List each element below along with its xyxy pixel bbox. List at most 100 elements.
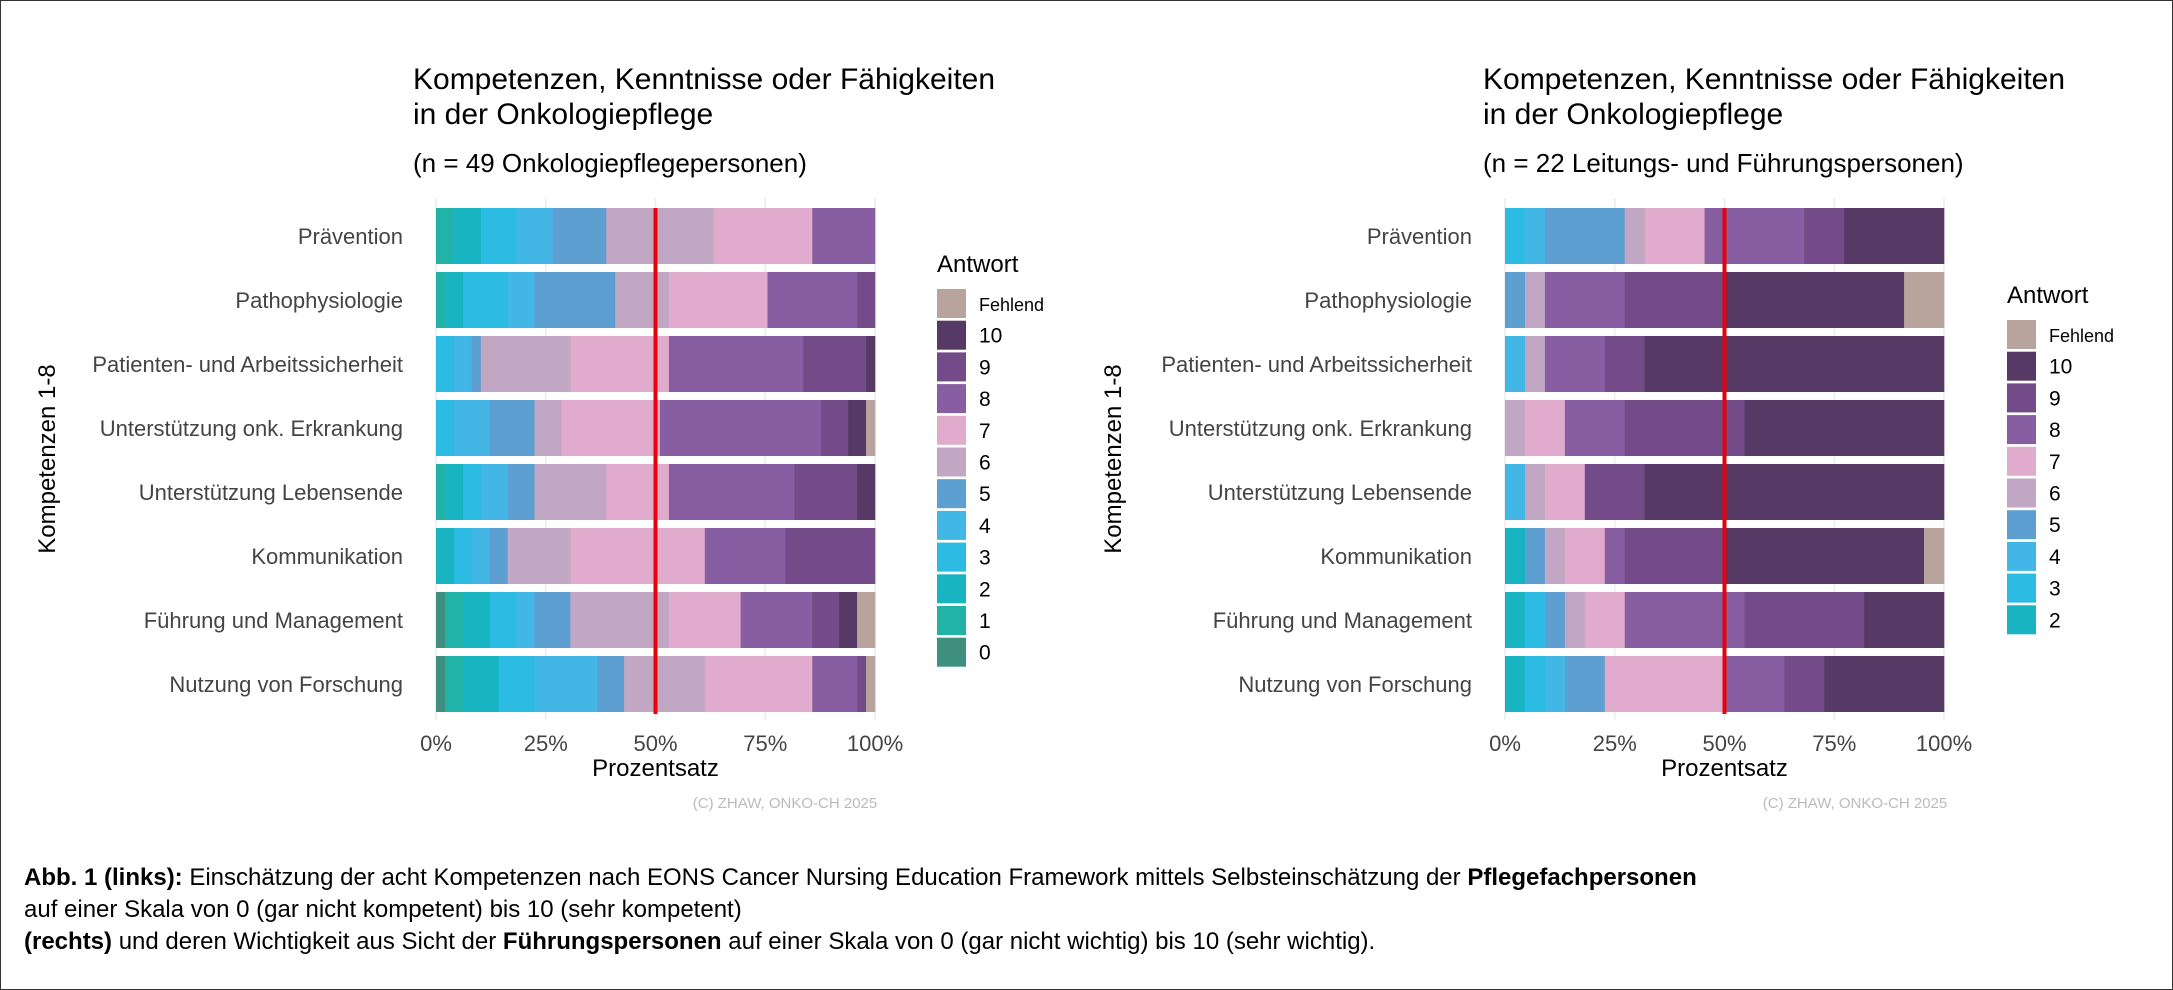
bar-segment-2 [1505,528,1526,584]
caption-bold-label: Abb. 1 (links): [24,864,183,891]
bar-segment-6 [534,400,562,456]
bar-segment-9 [857,656,867,712]
legend-swatch-10 [937,320,966,350]
legend-label: 3 [2049,578,2061,601]
caption-line-1: Abb. 1 (links): Einschätzung der acht Ko… [24,862,1697,894]
bar-segment-8 [767,272,858,328]
bar-segment-6 [1564,592,1586,648]
bar-segment-5 [489,400,535,456]
legend-label: 8 [2049,419,2061,442]
legend-label: 7 [2049,451,2061,474]
bar-segment-7 [606,464,670,520]
bar-segment-5 [534,272,616,328]
x-tick-label: 75% [743,731,787,756]
bar-segment-10 [866,336,876,392]
legend-swatch-2 [937,574,966,604]
bar-segment-6 [480,336,571,392]
bar-segment-8 [812,656,858,712]
legend-label: 9 [2049,387,2061,410]
legend-swatch-4 [937,510,966,540]
bar-segment-7 [704,656,813,712]
category-label: Patienten- und Arbeitssicherheit [1161,352,1472,377]
category-label: Nutzung von Forschung [1238,672,1472,697]
bar-segment-8 [668,464,795,520]
bar-segment-10 [1644,336,1945,392]
x-tick-label: 0% [420,731,452,756]
bar-segment-fehlend [1904,272,1945,328]
bar-segment-7 [1524,400,1566,456]
bar-segment-3 [1524,592,1546,648]
bar-segment-7 [668,272,768,328]
bar-segment-4 [1544,656,1566,712]
legend-label: Fehlend [979,295,1044,315]
legend-swatch-7 [937,415,966,445]
bar-segment-10 [1724,528,1925,584]
bar-segment-4 [471,528,491,584]
bar-segment-8 [1544,336,1606,392]
bar-segment-1 [436,272,446,328]
caption-text: auf einer Skala von 0 (gar nicht wichtig… [721,928,1376,955]
legend-label: 10 [2049,356,2072,379]
bar-segment-2 [462,656,500,712]
bar-segment-7 [1644,208,1705,264]
legend-title: Antwort [937,251,1019,278]
bar-segment-6 [1524,464,1546,520]
legend-label: 4 [2049,546,2061,569]
bar-segment-1 [436,208,455,264]
legend-label: 5 [979,483,991,506]
bar-segment-8 [704,528,786,584]
legend-label: 0 [979,642,991,665]
category-label: Kommunikation [1320,544,1472,569]
bar-segment-1 [444,592,464,648]
bar-segment-8 [659,400,822,456]
legend-swatch-8 [937,384,966,414]
legend-swatch-3 [937,542,966,572]
bar-segment-2 [444,464,464,520]
x-tick-label: 0% [1489,731,1521,756]
bar-segment-3 [436,336,455,392]
bar-segment-8 [1544,272,1626,328]
bar-segment-2 [462,592,491,648]
bar-segment-10 [1644,464,1945,520]
bar-segment-9 [803,336,867,392]
bar-segment-3 [1505,208,1526,264]
bar-segment-8 [668,336,804,392]
bar-segment-5 [1564,656,1606,712]
left-title-line1: Kompetenzen, Kenntnisse oder Fähigkeiten [413,63,996,96]
bar-segment-7 [570,336,670,392]
legend-swatch-3 [2007,573,2036,603]
legend-label: 2 [2049,609,2061,632]
bar-segment-10 [1864,592,1945,648]
bar-segment-6 [1544,528,1566,584]
bar-segment-7 [1564,528,1606,584]
bar-segment-8 [1704,208,1805,264]
caption-line-3: (rechts) und deren Wichtigkeit aus Sicht… [24,926,1697,958]
bar-segment-fehlend [1924,528,1945,584]
x-tick-label: 25% [1593,731,1637,756]
bar-segment-4 [1505,464,1526,520]
x-tick-label: 50% [1702,731,1746,756]
figure-caption: Abb. 1 (links): Einschätzung der acht Ko… [24,862,1697,958]
copyright-note: (C) ZHAW, ONKO-CH 2025 [693,795,877,812]
bar-segment-10 [857,464,876,520]
legend-swatch-7 [2007,446,2036,476]
bar-segment-8 [740,592,813,648]
bar-segment-0 [436,592,446,648]
bar-segment-9 [1744,592,1865,648]
bar-segment-8 [1724,656,1785,712]
bar-segment-9 [1784,656,1825,712]
bar-segment-9 [1584,464,1645,520]
bar-segment-9 [1804,208,1845,264]
bar-segment-2 [1505,656,1526,712]
left-stacked-bar-chart: 0% 25% 50% 75% 100% Prävention Pathophysiologi… [34,198,1044,812]
bar-segment-6 [606,208,715,264]
bar-segment-10 [1824,656,1945,712]
bar-segment-3 [489,592,517,648]
bar-segment-3 [462,464,482,520]
category-label: Patienten- und Arbeitssicherheit [92,352,403,377]
bar-segment-7 [561,400,661,456]
bar-segment-6 [534,464,607,520]
bar-segment-4 [534,656,598,712]
bar-segment-5 [534,592,571,648]
legend-swatch-9 [2007,383,2036,413]
